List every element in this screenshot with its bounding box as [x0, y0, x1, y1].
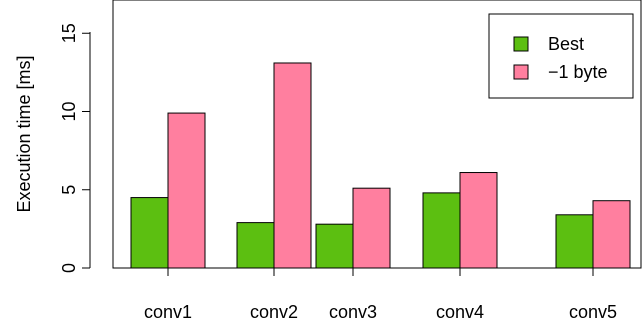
y-tick-label-10: 10	[59, 101, 79, 121]
bar-conv5-minus-1-byte	[592, 200, 631, 269]
legend-swatch-best	[513, 36, 529, 52]
bar-conv3-best	[315, 223, 354, 269]
bar-conv4-minus-1-byte	[459, 172, 498, 269]
legend-box	[488, 13, 634, 99]
x-tick-label-conv4: conv4	[436, 302, 484, 322]
x-axis: conv1 conv2 conv3 conv4 conv5	[144, 268, 617, 322]
legend-swatch-minus-1-byte	[513, 64, 529, 80]
bar-conv5-best	[555, 214, 594, 269]
y-tick-label-15: 15	[59, 23, 79, 43]
legend: Best −1 byte	[488, 13, 634, 99]
x-tick-label-conv5: conv5	[569, 302, 617, 322]
y-axis-title: Execution time [ms]	[14, 55, 34, 212]
legend-label-best: Best	[548, 34, 584, 54]
y-tick-label-0: 0	[59, 263, 79, 273]
bar-conv2-minus-1-byte	[273, 62, 312, 269]
bar-conv1-best	[130, 197, 169, 269]
bar-conv2-best	[236, 222, 275, 269]
x-tick-label-conv1: conv1	[144, 302, 192, 322]
x-tick-label-conv3: conv3	[329, 302, 377, 322]
bar-conv4-best	[422, 192, 461, 269]
x-tick-label-conv2: conv2	[250, 302, 298, 322]
bars-group	[130, 62, 631, 269]
bar-conv1-minus-1-byte	[167, 112, 206, 269]
legend-label-minus-1-byte: −1 byte	[548, 62, 608, 82]
bar-conv3-minus-1-byte	[352, 187, 391, 269]
y-axis: 0 5 10 15	[59, 23, 91, 273]
y-tick-label-5: 5	[59, 185, 79, 195]
